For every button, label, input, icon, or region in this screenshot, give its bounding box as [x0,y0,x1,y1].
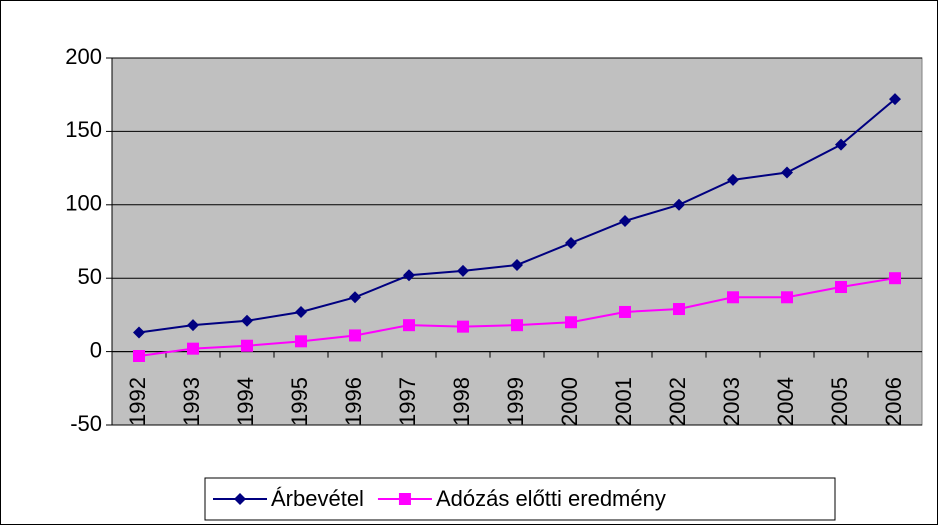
y-tick-label: 150 [65,117,102,142]
y-tick-label: 200 [65,44,102,69]
marker [295,335,307,348]
marker [398,493,411,505]
marker [889,93,901,106]
marker [781,291,793,304]
marker [619,305,631,318]
marker [187,319,199,332]
x-tick-label: 2005 [827,377,852,426]
marker [133,326,145,339]
marker [241,314,253,327]
y-tick-label: -50 [70,411,102,436]
marker [403,319,415,332]
marker [403,269,415,282]
marker [457,264,469,277]
x-tick-label: 2000 [557,377,582,426]
plot-area [111,57,923,426]
x-tick-label: 2001 [611,377,636,426]
x-tick-label: 2003 [719,377,744,426]
marker [187,342,199,355]
legend-label: Adózás előtti eredmény [436,486,666,511]
x-tick-label: 1993 [179,377,204,426]
x-tick-label: 1996 [341,377,366,426]
x-tick-label: 1999 [503,377,528,426]
marker [781,166,793,179]
marker [727,291,739,304]
x-tick-label: 1998 [449,377,474,426]
x-tick-label: 1997 [395,377,420,426]
marker [835,281,847,294]
x-tick-label: 1992 [125,377,150,426]
marker [234,493,246,505]
marker [619,214,631,227]
marker [835,138,847,151]
marker [673,198,685,211]
marker [673,303,685,316]
legend-box [204,477,836,521]
marker [349,329,361,342]
marker [727,173,739,186]
legend-label: Árbevétel [271,486,364,511]
x-tick-label: 1995 [287,377,312,426]
x-tick-label: 2006 [881,377,906,426]
y-tick-label: 0 [90,337,102,362]
marker [457,320,469,333]
marker [889,272,901,285]
marker [565,236,577,249]
marker [241,339,253,352]
x-tick-label: 1994 [233,377,258,426]
marker [133,350,145,363]
x-tick-label: 2004 [773,377,798,426]
marker [511,319,523,332]
y-tick-label: 50 [78,264,102,289]
x-tick-label: 2002 [665,377,690,426]
y-tick-label: 100 [65,191,102,216]
marker [511,258,523,271]
marker [295,305,307,318]
marker [565,316,577,329]
marker [349,291,361,304]
